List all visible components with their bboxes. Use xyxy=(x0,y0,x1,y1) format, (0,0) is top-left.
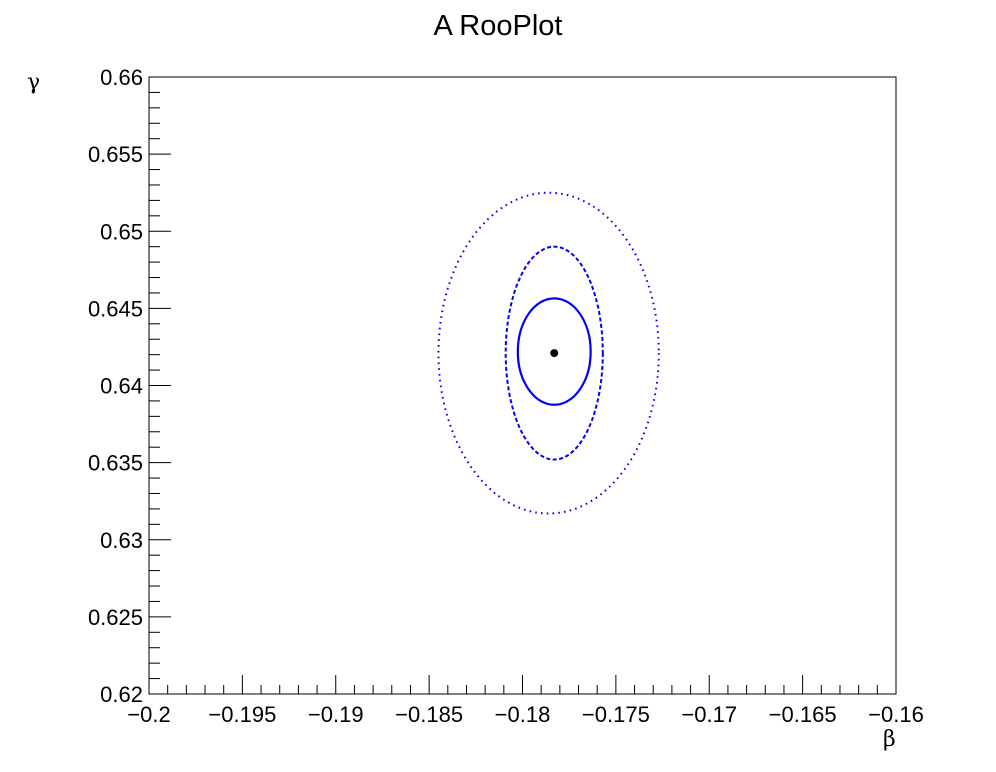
y-tick-label: 0.625 xyxy=(88,605,143,630)
y-axis-label: γ xyxy=(27,70,41,95)
contour-2-sigma xyxy=(504,245,604,461)
tick-labels-layer: −0.2 −0.195 −0.19 −0.185 −0.18 −0.175 −0.17 −0.… xyxy=(88,65,924,727)
x-tick-label: −0.19 xyxy=(308,702,364,727)
y-tick-label: 0.64 xyxy=(100,374,143,399)
x-axis-label: β xyxy=(883,727,896,752)
y-tick-label: 0.645 xyxy=(88,296,143,321)
y-tick-label: 0.65 xyxy=(100,219,143,244)
best-fit-point xyxy=(550,349,559,358)
x-tick-label: −0.165 xyxy=(769,702,837,727)
x-tick-label: −0.18 xyxy=(495,702,551,727)
x-tick-label: −0.185 xyxy=(395,702,463,727)
x-tick-label: −0.17 xyxy=(681,702,737,727)
x-tick-label: −0.195 xyxy=(208,702,276,727)
y-tick-label: 0.635 xyxy=(88,451,143,476)
best-fit-layer xyxy=(550,349,559,358)
contour-3-sigma xyxy=(437,191,660,515)
y-tick-label: 0.66 xyxy=(100,65,143,90)
y-tick-label: 0.62 xyxy=(100,682,143,707)
chart-title: A RooPlot xyxy=(433,10,563,42)
x-tick-label: −0.2 xyxy=(127,702,170,727)
x-tick-label: −0.175 xyxy=(582,702,650,727)
contour-layer xyxy=(437,191,660,515)
x-tick-label: −0.16 xyxy=(868,702,924,727)
plot-frame xyxy=(148,76,897,695)
y-tick-label: 0.655 xyxy=(88,142,143,167)
y-tick-label: 0.63 xyxy=(100,528,143,553)
contour-1-sigma xyxy=(516,297,592,406)
ticks-layer xyxy=(148,76,897,695)
